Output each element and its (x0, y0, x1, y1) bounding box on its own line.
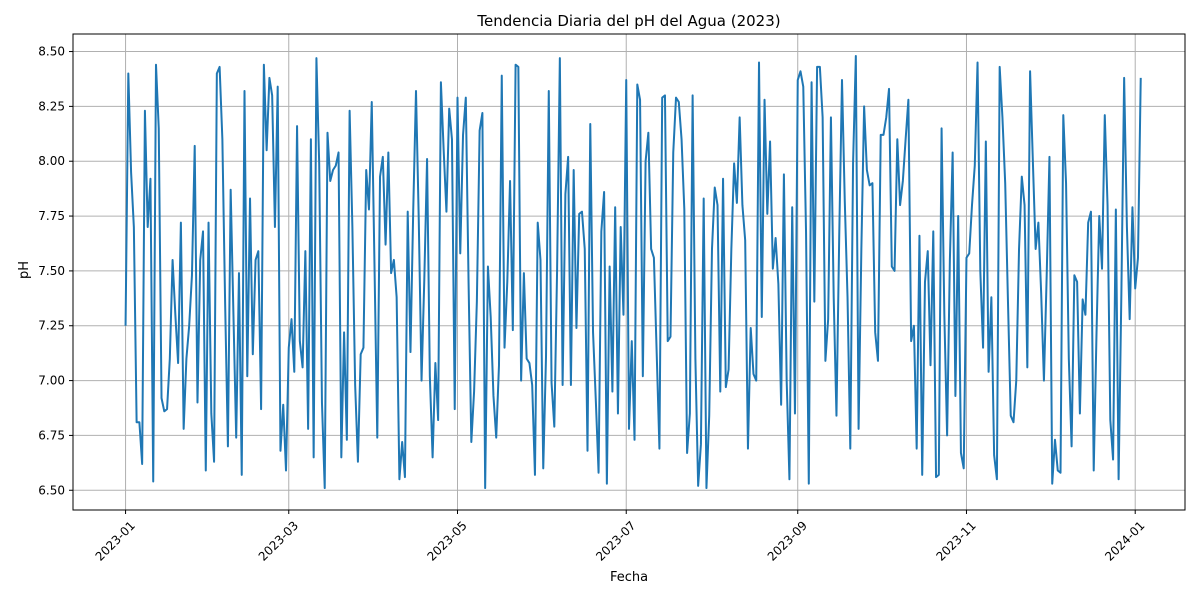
series-layer (124, 54, 1142, 490)
y-tick-label: 8.25 (38, 99, 65, 113)
y-tick-label: 7.00 (38, 374, 65, 388)
series-line (124, 54, 1142, 490)
plot-frame (72, 33, 1186, 511)
chart-title: Tendencia Diaria del pH del Agua (2023) (476, 12, 780, 30)
y-tick-label: 8.50 (38, 45, 65, 59)
y-tick-label: 8.00 (38, 154, 65, 168)
y-tick-label: 7.50 (38, 264, 65, 278)
x-axis-label: Fecha (610, 570, 648, 585)
y-axis-label: pH (17, 261, 32, 279)
y-tick-label: 7.75 (38, 209, 65, 223)
y-tick-label: 6.50 (38, 483, 65, 497)
y-tick-label: 6.75 (38, 428, 65, 442)
y-tick-label: 7.25 (38, 319, 65, 333)
